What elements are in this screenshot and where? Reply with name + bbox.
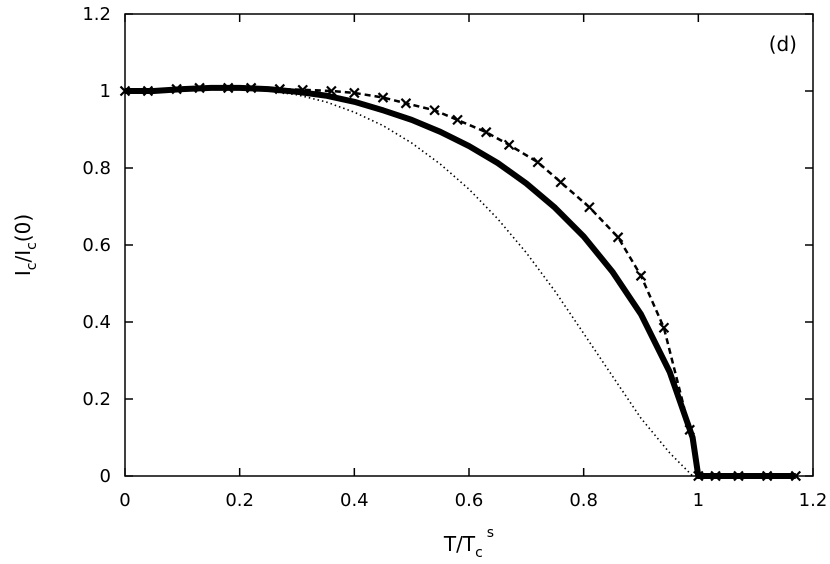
data-point-marker xyxy=(222,82,234,94)
x-axis-title-base: T/T xyxy=(443,532,476,556)
x-tick-label: 1 xyxy=(693,490,704,511)
y-axis-title: Ic/Ic(0) xyxy=(11,214,40,276)
series-line-dotted-thin xyxy=(125,87,694,477)
data-point-marker xyxy=(274,83,286,95)
y-tick-label: 1 xyxy=(100,81,111,102)
y-axis-title-a-sub: c xyxy=(24,263,40,271)
data-point-marker xyxy=(584,201,595,213)
data-point-marker xyxy=(429,104,440,116)
series-line-dashed-markers xyxy=(125,86,796,478)
data-point-marker xyxy=(400,98,412,109)
x-tick-label: 0.6 xyxy=(455,490,484,511)
y-tick-label: 1.2 xyxy=(82,4,111,25)
data-point-marker xyxy=(612,232,624,243)
data-point-marker xyxy=(635,270,647,282)
y-axis-title-a: I xyxy=(11,270,35,276)
y-tick-label: 0.6 xyxy=(82,235,111,256)
y-tick-label: 0.2 xyxy=(82,389,111,410)
data-point-marker xyxy=(171,83,182,95)
data-point-marker xyxy=(452,114,463,126)
y-axis-title-c: (0) xyxy=(11,214,35,242)
data-point-marker xyxy=(245,82,257,94)
data-point-marker xyxy=(532,156,544,168)
x-tick-label: 1.2 xyxy=(799,490,828,511)
x-tick-label: 0.2 xyxy=(225,490,254,511)
x-axis-title-sup: s xyxy=(487,525,494,541)
data-point-marker xyxy=(480,126,492,138)
data-point-marker xyxy=(555,176,567,188)
data-point-marker xyxy=(377,92,389,103)
x-tick-label: 0 xyxy=(119,490,130,511)
x-axis-title-sub: c xyxy=(475,545,483,561)
ticks-layer: 0 0.2 0.4 0.6 0.8 1 1.2 0 0.2 0.4 0.6 0.8 1 1.2 xyxy=(82,4,827,511)
y-tick-label: 0 xyxy=(100,466,111,487)
data-point-marker xyxy=(503,139,515,151)
data-point-marker xyxy=(684,424,696,436)
y-axis-title-b-sub: c xyxy=(24,242,40,250)
x-tick-label: 0.4 xyxy=(340,490,369,511)
y-tick-label: 0.4 xyxy=(82,312,111,333)
y-axis-title-b: /I xyxy=(11,250,35,263)
data-point-marker xyxy=(349,87,360,99)
x-axis-title: T/Tcs xyxy=(443,525,494,561)
data-point-marker xyxy=(658,322,670,334)
y-tick-label: 0.8 xyxy=(82,158,111,179)
series-layer xyxy=(119,82,802,482)
data-point-marker xyxy=(326,85,337,97)
data-point-marker xyxy=(297,84,309,96)
panel-label: (d) xyxy=(769,32,797,56)
data-point-marker xyxy=(194,82,205,94)
x-tick-label: 0.8 xyxy=(569,490,598,511)
